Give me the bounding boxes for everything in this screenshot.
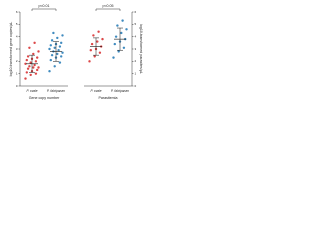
- data-point: [53, 65, 56, 68]
- data-point: [114, 35, 118, 38]
- data-point: [93, 55, 96, 58]
- data-point: [26, 55, 30, 58]
- y-tick-label: 6: [135, 10, 137, 14]
- data-point: [117, 50, 120, 53]
- data-point: [52, 31, 55, 35]
- data-point: [50, 53, 54, 57]
- y-tick-label: 6: [16, 10, 18, 14]
- data-point: [97, 30, 100, 33]
- x-tick-label: P. ovale: [90, 89, 101, 93]
- data-point: [28, 65, 31, 68]
- y-tick-label: 5: [135, 22, 137, 26]
- data-point: [28, 46, 31, 49]
- data-point: [25, 58, 28, 62]
- y-axis-label: log10-transformed parasites/µL: [139, 24, 143, 74]
- data-point: [116, 24, 119, 27]
- data-point: [25, 71, 28, 74]
- data-point: [92, 34, 95, 37]
- group-label: Gene copy number: [29, 96, 60, 100]
- y-tick-label: 2: [16, 59, 18, 63]
- data-point: [88, 60, 91, 63]
- data-point: [49, 58, 52, 62]
- data-point: [98, 51, 102, 54]
- data-point: [58, 61, 62, 64]
- y-tick-label: 1: [16, 71, 18, 75]
- y-tick-label: 4: [135, 34, 137, 38]
- data-point: [60, 55, 63, 58]
- data-point: [36, 56, 39, 59]
- data-point: [56, 52, 59, 56]
- data-point: [122, 46, 126, 49]
- data-point: [37, 66, 40, 69]
- x-tick-label: P. falciparum: [47, 89, 66, 93]
- significance-bracket: [31, 8, 57, 11]
- data-point: [26, 67, 30, 70]
- y-tick-label: 3: [16, 47, 18, 51]
- x-tick-label: P. ovale: [26, 89, 37, 93]
- data-point: [50, 39, 54, 42]
- data-point: [101, 37, 104, 41]
- data-point: [37, 50, 40, 53]
- data-point: [125, 28, 128, 31]
- x-tick-label: P. falciparum: [111, 89, 130, 93]
- data-point: [32, 66, 35, 69]
- data-point: [36, 68, 39, 72]
- data-point: [49, 44, 52, 47]
- data-point: [29, 73, 32, 77]
- p-value: p<0.01: [38, 4, 49, 8]
- significance-bracket: [95, 8, 121, 11]
- data-point: [34, 60, 38, 63]
- group-label: Parasitemia: [99, 96, 118, 100]
- data-point: [61, 34, 64, 37]
- data-point: [33, 41, 36, 45]
- data-point: [57, 49, 60, 52]
- y-tick-label: 0: [135, 84, 137, 88]
- p-value: p<0.05: [102, 4, 113, 8]
- data-point: [61, 51, 64, 54]
- y-tick-label: 5: [16, 22, 18, 26]
- data-point: [121, 19, 124, 22]
- figure: 0 1 2 3 4 5 6 log10-transformed gene copies/µL P…: [9, 4, 143, 100]
- data-point: [60, 41, 63, 45]
- data-point: [29, 61, 32, 64]
- data-point: [53, 46, 56, 49]
- data-point: [58, 45, 62, 48]
- data-point: [56, 36, 59, 40]
- data-point: [120, 31, 123, 35]
- data-point: [34, 72, 38, 75]
- data-point: [96, 40, 99, 43]
- data-point: [32, 52, 35, 56]
- data-point: [48, 47, 51, 51]
- data-point: [112, 56, 115, 59]
- y-tick-label: 3: [135, 47, 137, 51]
- data-point: [24, 62, 27, 65]
- data-point: [33, 63, 36, 67]
- y-tick-label: 2: [135, 59, 137, 63]
- y-axis-label: log10-transformed gene copies/µL: [9, 22, 13, 77]
- y-tick-label: 1: [135, 71, 137, 75]
- y-tick-label: 0: [16, 84, 18, 88]
- y-tick-label: 4: [16, 34, 18, 38]
- data-point: [48, 70, 51, 73]
- data-point: [89, 49, 93, 52]
- data-point: [24, 77, 27, 80]
- data-point: [90, 42, 94, 46]
- data-point: [113, 42, 117, 46]
